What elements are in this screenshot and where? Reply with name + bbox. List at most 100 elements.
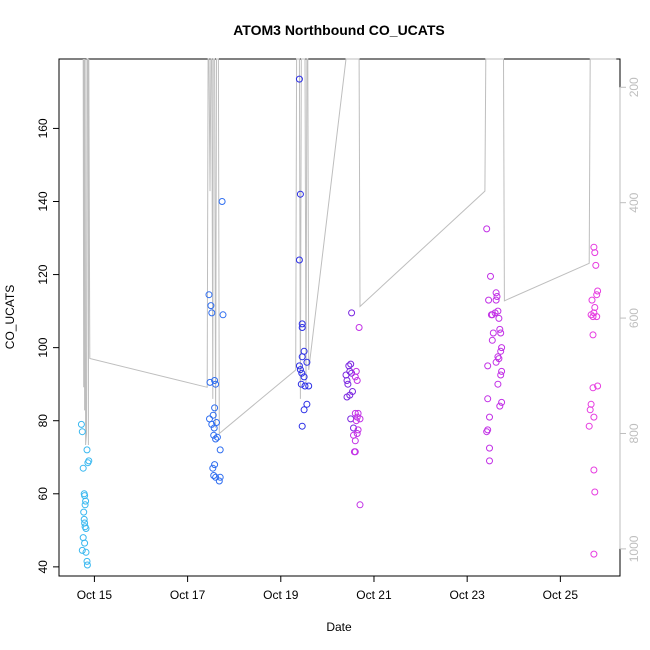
data-point (351, 409, 359, 417)
data-point (212, 473, 220, 481)
data-point (300, 406, 308, 414)
data-point (81, 501, 89, 509)
plot-frame (58, 58, 621, 577)
data-point (216, 446, 224, 454)
data-point (219, 311, 227, 319)
data-point (347, 415, 355, 423)
secondary-tick-label: 1000 (627, 535, 641, 562)
data-point (78, 428, 86, 436)
data-point (590, 413, 598, 421)
data-point (215, 477, 223, 485)
data-point (498, 344, 506, 352)
pressure-layer (82, 58, 617, 446)
data-point (351, 437, 359, 445)
data-point (211, 377, 219, 384)
data-point (486, 413, 493, 421)
data-point (343, 377, 351, 384)
data-point (82, 525, 90, 532)
data-point (79, 464, 87, 472)
data-point (354, 426, 362, 434)
data-point (489, 329, 497, 337)
data-point (298, 324, 306, 331)
data-point (356, 501, 364, 509)
data-point (213, 419, 220, 426)
data-point (492, 289, 500, 297)
y-tick-label: 60 (36, 487, 50, 501)
data-point (209, 464, 217, 472)
data-point (298, 320, 306, 328)
y-tick-label: 80 (36, 414, 50, 428)
data-point (301, 382, 309, 390)
data-point (486, 457, 493, 465)
data-point (494, 307, 502, 315)
data-point (485, 296, 493, 304)
data-point (498, 398, 506, 406)
data-point (492, 358, 500, 366)
data-point (344, 380, 352, 388)
pressure-line (82, 58, 617, 446)
x-tick-label: Oct 15 (77, 588, 113, 602)
data-point (295, 75, 303, 83)
data-point (497, 347, 505, 355)
data-point (353, 377, 361, 384)
data-point (348, 309, 356, 317)
data-point (83, 561, 91, 569)
data-point (498, 367, 506, 375)
data-point (216, 473, 224, 481)
y-axis: 40 60 80 100 120 140 160 (36, 118, 60, 574)
secondary-tick-label: 800 (627, 423, 641, 443)
data-point (345, 362, 353, 370)
data-point (589, 384, 597, 392)
points-layer (77, 75, 602, 569)
data-point (484, 395, 492, 403)
data-point (351, 448, 359, 456)
data-point (218, 198, 226, 205)
data-point (587, 400, 595, 408)
data-point (210, 431, 218, 439)
chart-title: ATOM3 Northbound CO_UCATS (233, 22, 445, 38)
data-point (493, 293, 501, 300)
data-point (209, 411, 217, 419)
data-point (213, 433, 221, 441)
data-point (497, 329, 505, 337)
data-point (77, 420, 85, 428)
data-point (586, 406, 594, 414)
y-axis-label: CO_UCATS (3, 285, 17, 349)
secondary-tick-label: 200 (627, 77, 641, 97)
data-point (297, 380, 305, 388)
data-point (300, 373, 308, 381)
secondary-y-axis: 200 400 600 800 1000 (619, 77, 641, 562)
data-point (303, 358, 311, 366)
y-tick-label: 120 (36, 264, 50, 284)
data-point (591, 249, 599, 257)
data-point (211, 461, 219, 469)
data-point (486, 444, 493, 452)
data-point (80, 515, 88, 523)
data-point (351, 373, 359, 381)
data-point (80, 508, 88, 516)
data-point (83, 557, 91, 565)
data-point (590, 466, 598, 474)
data-point (593, 291, 601, 299)
y-tick-label: 140 (36, 191, 50, 211)
data-point (589, 331, 597, 339)
data-point (492, 296, 500, 304)
data-point (494, 380, 502, 388)
data-point (298, 369, 306, 377)
data-point (85, 457, 93, 465)
x-tick-label: Oct 21 (356, 588, 392, 602)
data-point (207, 302, 215, 310)
data-point (210, 472, 218, 479)
data-point (342, 371, 350, 379)
data-point (81, 539, 89, 547)
data-point (496, 402, 504, 410)
data-point (298, 353, 306, 361)
data-point (483, 225, 491, 233)
data-point (353, 430, 361, 437)
data-point (352, 417, 360, 425)
data-point (594, 287, 602, 295)
data-point (212, 380, 220, 388)
data-point (296, 366, 304, 374)
data-point (590, 550, 598, 558)
